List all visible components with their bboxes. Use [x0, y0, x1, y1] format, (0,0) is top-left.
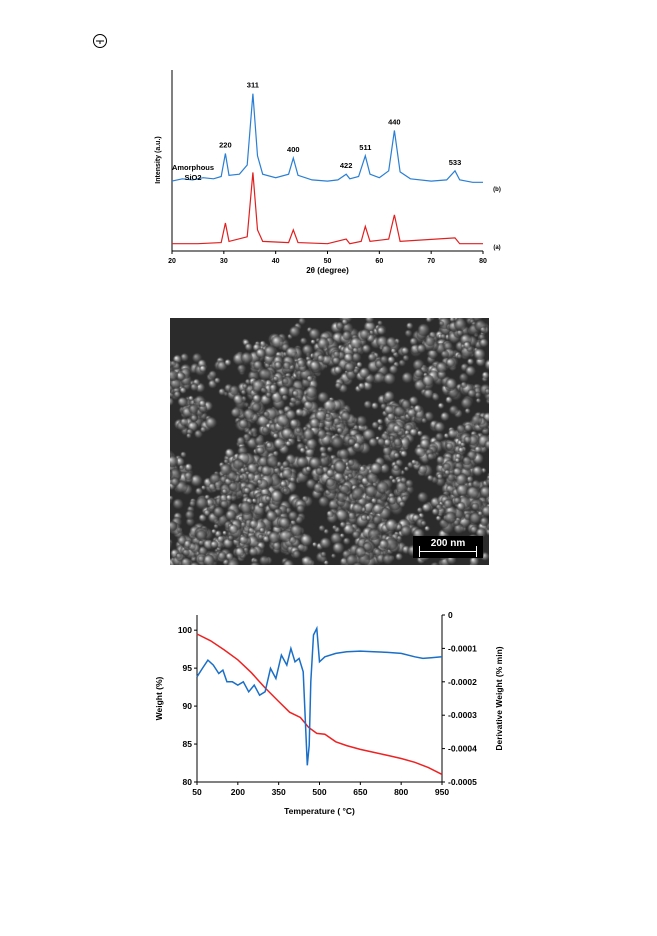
y-axis-label: Weight (%): [154, 676, 164, 720]
peak-label: 440: [388, 118, 401, 127]
peak-label: 422: [340, 161, 353, 170]
x-tick-label: 60: [375, 258, 383, 265]
series-label: (b): [493, 187, 501, 193]
scale-bar: 200 nm: [413, 536, 483, 558]
x-axis-label: Temperature ( °C): [284, 806, 355, 816]
x-tick-label: 500: [312, 787, 326, 797]
y2-tick-label: -0.0004: [448, 744, 477, 754]
sio2-label: SiO2: [184, 173, 201, 182]
series-line-weight: [196, 633, 443, 776]
page-corner-icon: [93, 34, 107, 48]
x-tick-label: 30: [220, 258, 228, 265]
xrd-chart: 20 30 40 50 60 70 80 2θ (degree) Intensity (a.u.…: [155, 70, 501, 275]
x-tick-label: 50: [192, 787, 202, 797]
y2-tick-label: 0: [448, 610, 453, 620]
peak-label: 220: [219, 141, 232, 150]
x-axis-label: 2θ (degree): [306, 266, 349, 275]
xrd-figure: 20 30 40 50 60 70 80 2θ (degree) Intensity (a.u.…: [0, 0, 657, 300]
y2-axis-label: Derivative Weight (% min): [494, 646, 504, 750]
series-line-a: [172, 172, 483, 245]
amorphous-label: Amorphous: [172, 163, 214, 172]
x-tick-label: 200: [231, 787, 245, 797]
y-axis-label: Intensity (a.u.): [155, 136, 162, 183]
y2-tick-label: -0.0001: [448, 643, 477, 653]
scale-bar-label: 200 nm: [430, 538, 466, 549]
x-tick-label: 800: [394, 787, 408, 797]
x-tick-label: 350: [272, 787, 286, 797]
y-tick-label: 85: [183, 739, 193, 749]
series-line-b: [171, 93, 483, 183]
peak-label: 400: [287, 145, 300, 154]
y-tick-label: 90: [183, 701, 193, 711]
x-tick-label: 80: [479, 258, 487, 265]
y-tick-label: 100: [178, 625, 192, 635]
peak-label: 511: [359, 143, 371, 152]
x-tick-label: 20: [168, 258, 176, 265]
peak-label: 533: [449, 158, 462, 167]
peak-label: 311: [247, 81, 259, 90]
x-tick-label: 50: [324, 258, 332, 265]
sem-micrograph: 200 nm: [170, 318, 489, 565]
series-line-derivative: [196, 625, 443, 766]
y-tick-label: 80: [183, 777, 193, 787]
x-tick-label: 40: [272, 258, 280, 265]
y-tick-label: 95: [183, 663, 193, 673]
y2-tick-label: -0.0002: [448, 677, 477, 687]
x-tick-label: 70: [427, 258, 435, 265]
series-label: (a): [493, 245, 500, 251]
x-tick-label: 950: [435, 787, 449, 797]
tga-chart: 50 200 350 500 650 800 950 80 85 90 95 100 -0.0005 -0…: [154, 610, 504, 816]
x-tick-label: 650: [353, 787, 367, 797]
y2-tick-label: -0.0003: [448, 710, 477, 720]
sem-texture: [170, 318, 489, 565]
y2-tick-label: -0.0005: [448, 777, 477, 787]
tga-figure: 50 200 350 500 650 800 950 80 85 90 95 100 -0.0005 -0…: [0, 595, 657, 835]
